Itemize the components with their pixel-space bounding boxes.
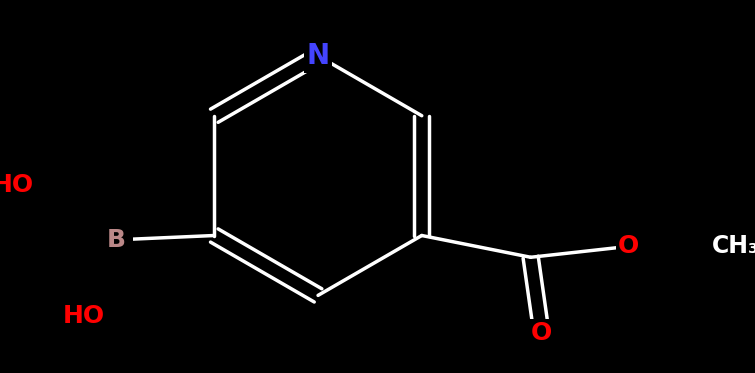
Text: N: N — [307, 42, 330, 70]
Text: CH₃: CH₃ — [711, 234, 755, 258]
Text: B: B — [106, 228, 126, 252]
Text: HO: HO — [63, 304, 105, 328]
Text: O: O — [531, 322, 552, 345]
Text: HO: HO — [0, 173, 33, 197]
Text: O: O — [618, 234, 639, 258]
